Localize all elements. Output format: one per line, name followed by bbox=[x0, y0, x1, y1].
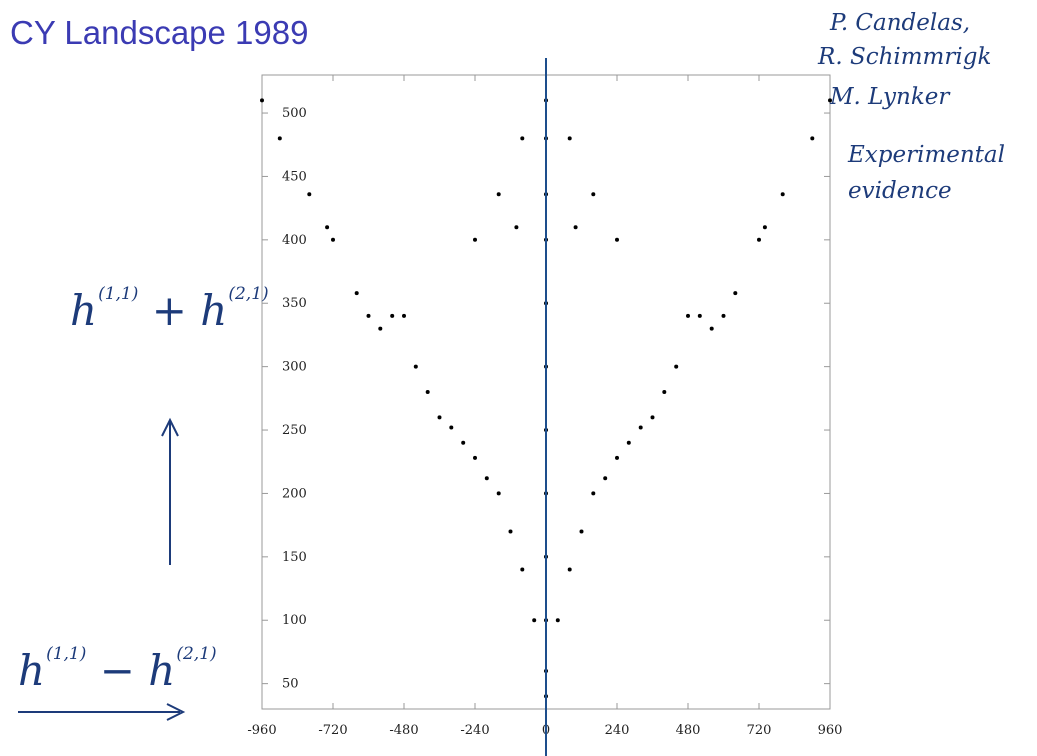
slide-title: CY Landscape 1989 bbox=[10, 14, 309, 51]
x-axis: -960-720-480-2400240480720960 bbox=[247, 75, 842, 738]
x-axis-formula: h(1,1) − h(2,1) bbox=[18, 644, 217, 695]
y-tick-label: 350 bbox=[282, 296, 307, 311]
data-point bbox=[437, 415, 442, 420]
data-point bbox=[425, 390, 430, 394]
data-point bbox=[709, 326, 714, 331]
data-point bbox=[674, 364, 679, 369]
data-point bbox=[697, 313, 702, 318]
data-point bbox=[473, 237, 477, 242]
data-point bbox=[733, 291, 738, 296]
data-point bbox=[514, 225, 519, 230]
author-credit-1: P. Candelas, bbox=[830, 10, 971, 36]
data-point bbox=[331, 237, 335, 242]
data-point bbox=[650, 415, 655, 420]
data-point bbox=[496, 192, 501, 197]
y-tick-label: 400 bbox=[282, 233, 307, 248]
author-credit-2: R. Schimmrigk bbox=[818, 44, 992, 70]
data-point bbox=[378, 326, 383, 331]
data-point bbox=[520, 136, 525, 141]
y-axis: 50 100 150 200 250 300 350 400 450 500 bbox=[262, 106, 830, 692]
data-point bbox=[579, 529, 584, 534]
data-point bbox=[573, 225, 578, 230]
y-axis-formula: h(1,1) + h(2,1) bbox=[70, 284, 269, 335]
data-point bbox=[277, 136, 282, 141]
y-tick-label: 100 bbox=[282, 613, 307, 628]
x-tick-label: 480 bbox=[676, 723, 701, 738]
data-point bbox=[662, 390, 667, 394]
right-arrow-icon bbox=[18, 703, 186, 721]
note-line-2: evidence bbox=[848, 178, 952, 204]
data-point bbox=[615, 455, 619, 460]
y-tick-label: 450 bbox=[282, 169, 307, 184]
author-credit-3: M. Lynker bbox=[830, 84, 950, 110]
data-point bbox=[615, 237, 619, 242]
x-tick-label: -240 bbox=[460, 723, 489, 738]
data-point bbox=[810, 136, 815, 141]
x-tick-label: -720 bbox=[318, 723, 347, 738]
x-tick-label: -480 bbox=[389, 723, 418, 738]
data-point bbox=[757, 237, 761, 242]
x-tick-label: 960 bbox=[818, 723, 843, 738]
x-tick-label: 720 bbox=[747, 723, 772, 738]
data-point bbox=[591, 192, 596, 197]
note-line-1: Experimental bbox=[848, 142, 1005, 168]
y-tick-label: 500 bbox=[282, 106, 307, 121]
data-point bbox=[449, 425, 454, 430]
data-point bbox=[567, 567, 572, 572]
data-point bbox=[461, 440, 466, 445]
data-point bbox=[762, 225, 767, 230]
data-point bbox=[555, 618, 560, 623]
data-point bbox=[260, 98, 264, 103]
data-point bbox=[591, 491, 596, 496]
data-point bbox=[532, 618, 537, 623]
data-point bbox=[366, 313, 371, 318]
data-point bbox=[354, 291, 359, 296]
data-point bbox=[780, 192, 785, 197]
x-tick-label: 240 bbox=[605, 723, 630, 738]
y-tick-label: 250 bbox=[282, 423, 307, 438]
y-tick-label: 300 bbox=[282, 360, 307, 375]
up-arrow-icon bbox=[161, 417, 179, 565]
data-point bbox=[413, 364, 418, 369]
data-point bbox=[325, 225, 330, 230]
x-tick-label: -960 bbox=[247, 723, 276, 738]
data-point bbox=[390, 313, 395, 318]
y-tick-label: 150 bbox=[282, 550, 307, 565]
data-point bbox=[520, 567, 525, 572]
data-point bbox=[567, 136, 572, 141]
data-point bbox=[508, 529, 513, 534]
data-point bbox=[828, 98, 832, 103]
data-point bbox=[402, 313, 406, 318]
data-point bbox=[307, 192, 312, 197]
data-point bbox=[626, 440, 631, 445]
y-tick-label: 50 bbox=[282, 677, 299, 692]
data-point bbox=[484, 476, 489, 481]
data-point bbox=[721, 313, 726, 318]
data-point bbox=[603, 476, 608, 481]
data-point bbox=[473, 455, 477, 460]
y-tick-label: 200 bbox=[282, 486, 307, 501]
data-point bbox=[686, 313, 690, 318]
data-point bbox=[638, 425, 643, 430]
data-point bbox=[496, 491, 501, 496]
